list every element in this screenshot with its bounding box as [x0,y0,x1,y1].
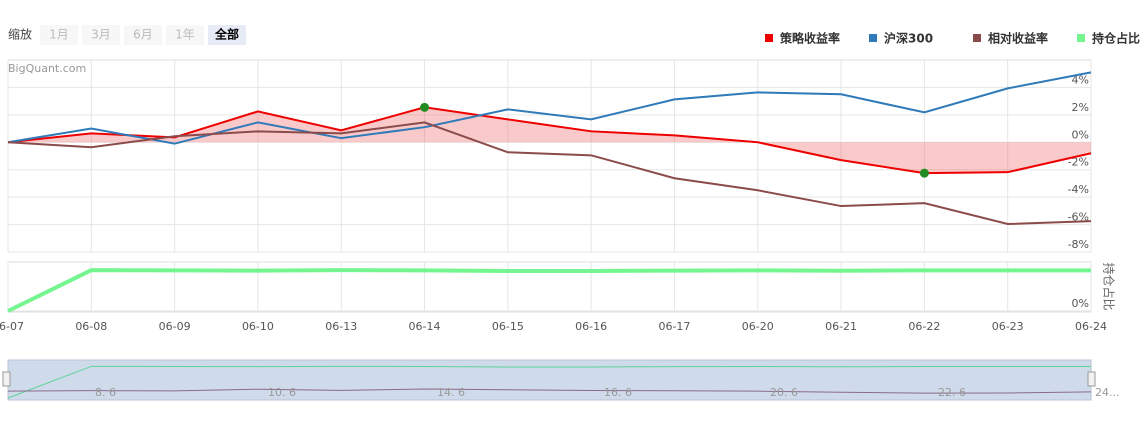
legend-swatch[interactable] [1077,34,1085,42]
x-tick-label: 06-13 [325,320,357,333]
legend-label[interactable]: 相对收益率 [988,31,1048,46]
navigator-handle[interactable] [2,371,11,387]
zoom-button[interactable] [124,25,162,45]
navigator-label: 14. 6 [437,386,465,399]
y-tick-label: -8% [1068,238,1089,251]
x-tick-label: 06-16 [575,320,607,333]
credits: BigQuant.com [8,62,86,75]
y-tick-label: 4% [1072,73,1089,86]
x-tick-label: 06-07 [0,320,24,333]
zoom-button-label[interactable]: 全部 [214,27,239,42]
x-tick-label: 06-14 [409,320,441,333]
y-axis-title: 持仓占比 [1102,262,1117,310]
navigator-label: 24... [1095,386,1120,399]
zoom-button-label[interactable]: 6月 [133,28,153,42]
legend-swatch[interactable] [765,34,773,42]
navigator-line [7,365,1091,399]
navigator-label: 8. 6 [95,386,116,399]
legend-swatch[interactable] [973,34,981,42]
x-tick-label: 06-08 [75,320,107,333]
navigator-label: 22. 6 [938,386,966,399]
navigator-label: 10. 6 [268,386,296,399]
y-tick-label: 0% [1072,128,1089,141]
x-tick-label: 06-10 [242,320,274,333]
zoom-label: 缩放 [8,27,32,42]
extrema-marker [919,168,929,178]
x-tick-label: 06-17 [658,320,690,333]
series-line [7,121,1092,226]
y-tick-label: -6% [1068,211,1089,224]
x-tick-label: 06-22 [908,320,940,333]
x-tick-label: 06-23 [992,320,1024,333]
y-tick-label: -2% [1068,156,1089,169]
series-line [7,268,1091,313]
y-tick-label: 0% [1072,297,1089,310]
legend-label[interactable]: 持仓占比 [1092,31,1140,46]
zoom-button-label[interactable]: 1年 [175,28,195,42]
legend-label[interactable]: 策略收益率 [780,31,840,46]
zoom-button[interactable] [208,25,246,45]
legend-swatch[interactable] [869,34,877,42]
x-tick-label: 06-15 [492,320,524,333]
y-tick-label: 2% [1072,101,1089,114]
y-tick-label: -4% [1068,183,1089,196]
navigator-label: 16. 6 [604,386,632,399]
navigator-handle[interactable] [1087,371,1096,387]
zoom-button-label[interactable]: 3月 [91,28,111,42]
series-line [7,106,1092,175]
x-tick-label: 06-09 [159,320,191,333]
zoom-button[interactable] [166,25,204,45]
series-line [7,71,1092,145]
zoom-button[interactable] [40,25,78,45]
navigator-label: 20. 6 [770,386,798,399]
extrema-marker [420,102,430,112]
legend-label[interactable]: 沪深300 [884,31,933,46]
x-tick-label: 06-24 [1075,320,1107,333]
x-tick-label: 06-20 [742,320,774,333]
zoom-button[interactable] [82,25,120,45]
area-fill [8,107,1091,174]
zoom-button-label[interactable]: 1月 [49,28,69,42]
x-tick-label: 06-21 [825,320,857,333]
navigator-line [7,388,1092,394]
